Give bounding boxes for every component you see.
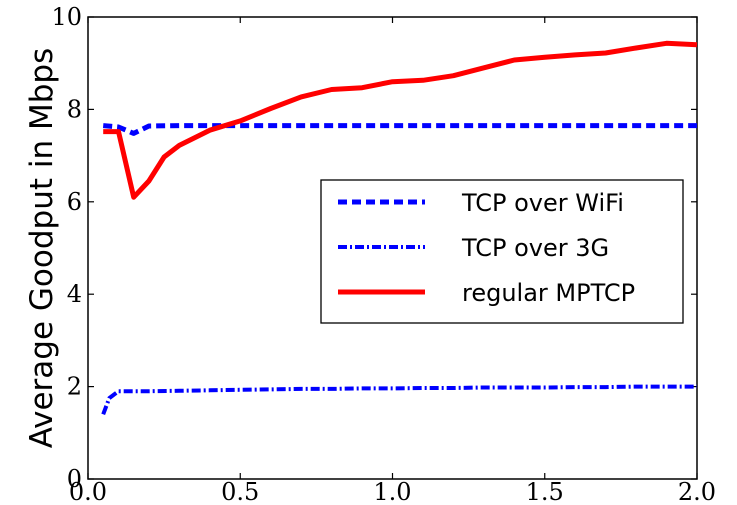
axes-layer [87, 16, 698, 480]
x-tick-label: 0.5 [221, 478, 259, 505]
y-axis-title: Average Goodput in Mbps [24, 48, 60, 449]
legend-label-regular-mptcp: regular MPTCP [462, 279, 635, 307]
series-line-regular-mptcp [103, 40, 698, 200]
x-tick-label: 2.0 [678, 478, 716, 505]
x-tick-label: 0.0 [69, 478, 107, 505]
series-line-tcp-over-3g [101, 384, 697, 416]
legend-label-tcp-over-3g: TCP over 3G [461, 234, 609, 262]
x-tick-label: 1.0 [373, 478, 411, 505]
x-tick-label: 1.5 [526, 478, 564, 505]
labels-layer: 0.0 0.5 1.0 1.5 2.0 0 2 4 6 8 10 Average Goodput in… [24, 3, 716, 505]
y-tick-label: 4 [67, 280, 82, 308]
y-tick-label: 2 [67, 373, 82, 401]
y-tick-label: 0 [67, 465, 82, 493]
y-tick-label: 10 [51, 3, 82, 31]
y-tick-label: 8 [67, 95, 82, 123]
legend-label-tcp-over-wifi: TCP over WiFi [461, 189, 624, 217]
y-tick-label: 6 [67, 188, 82, 216]
series-layer [101, 40, 698, 416]
series-line-tcp-over-wifi [102, 123, 697, 136]
legend: TCP over WiFi TCP over 3G regular MPTCP [320, 179, 684, 324]
